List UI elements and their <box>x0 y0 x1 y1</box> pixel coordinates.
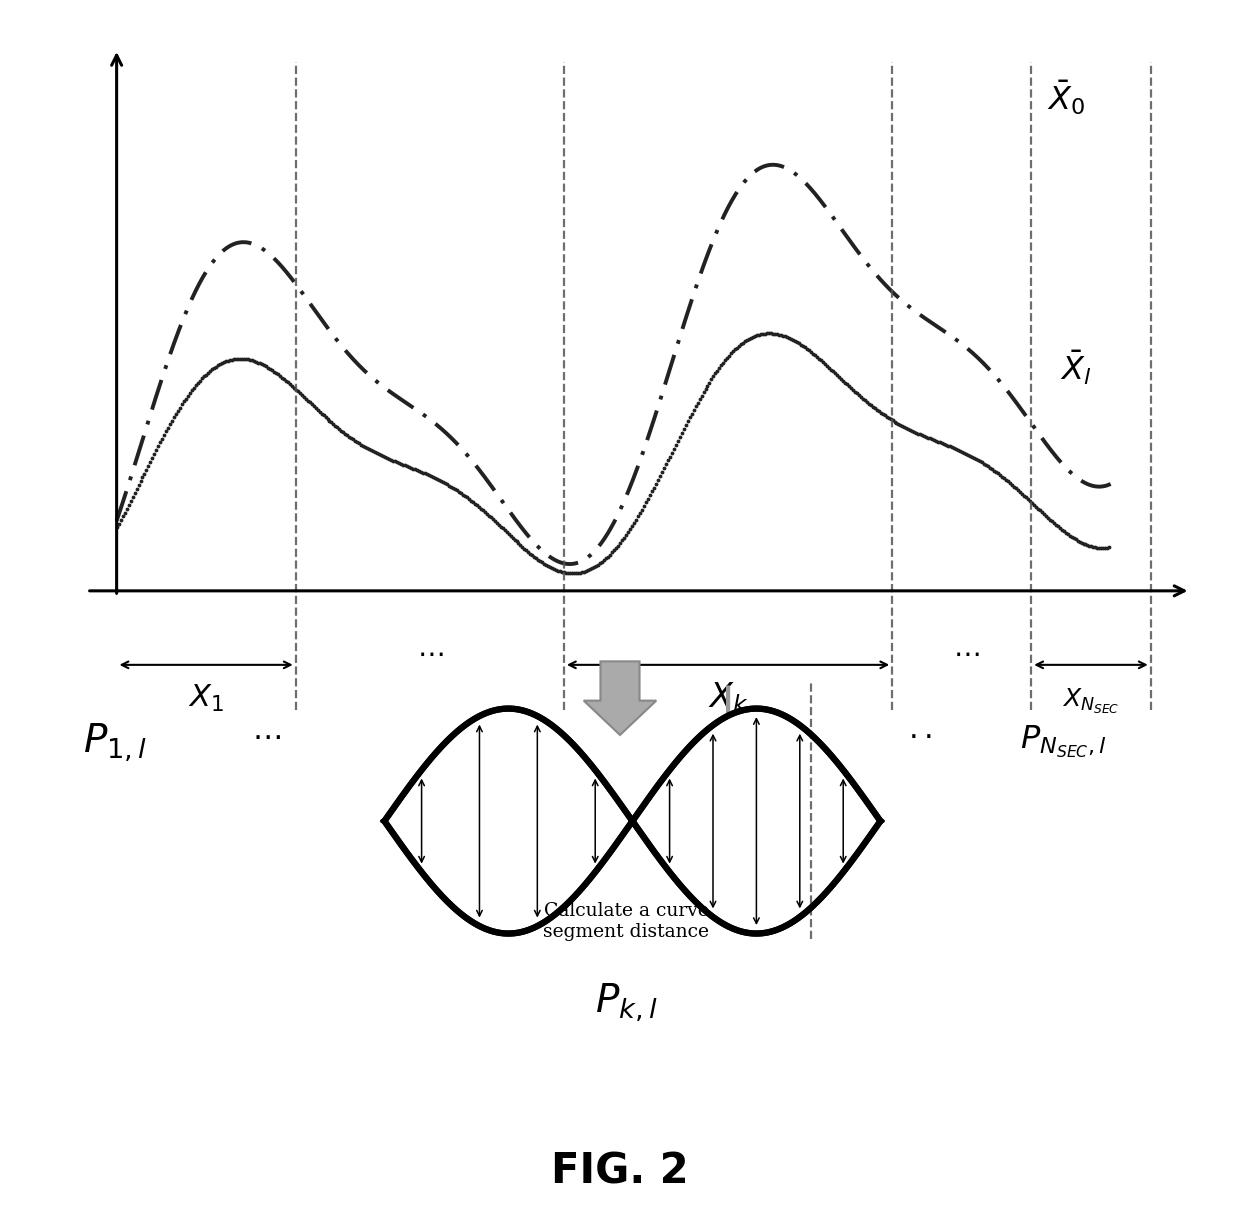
Text: $\cdots$: $\cdots$ <box>252 721 281 751</box>
Text: $X_{N_{SEC}}$: $X_{N_{SEC}}$ <box>1063 687 1120 717</box>
Text: $\bar{X}_0$: $\bar{X}_0$ <box>1047 79 1085 118</box>
FancyArrow shape <box>584 661 656 735</box>
Text: $\cdots$: $\cdots$ <box>417 640 443 669</box>
Text: $\cdots$: $\cdots$ <box>954 640 980 669</box>
Text: $X_1$: $X_1$ <box>188 683 224 714</box>
Text: $\bar{X}_l$: $\bar{X}_l$ <box>1060 348 1092 387</box>
Text: $P_{1,l}$: $P_{1,l}$ <box>83 721 148 763</box>
Text: $P_{N_{SEC},l}$: $P_{N_{SEC},l}$ <box>1021 724 1107 761</box>
Text: $P_{k,l}$: $P_{k,l}$ <box>595 982 657 1023</box>
Text: Calculate a curve
segment distance: Calculate a curve segment distance <box>543 902 709 941</box>
Text: $X_k$: $X_k$ <box>708 680 749 715</box>
Text: $\cdot\cdot$: $\cdot\cdot$ <box>908 721 932 751</box>
Text: FIG. 2: FIG. 2 <box>552 1151 688 1193</box>
